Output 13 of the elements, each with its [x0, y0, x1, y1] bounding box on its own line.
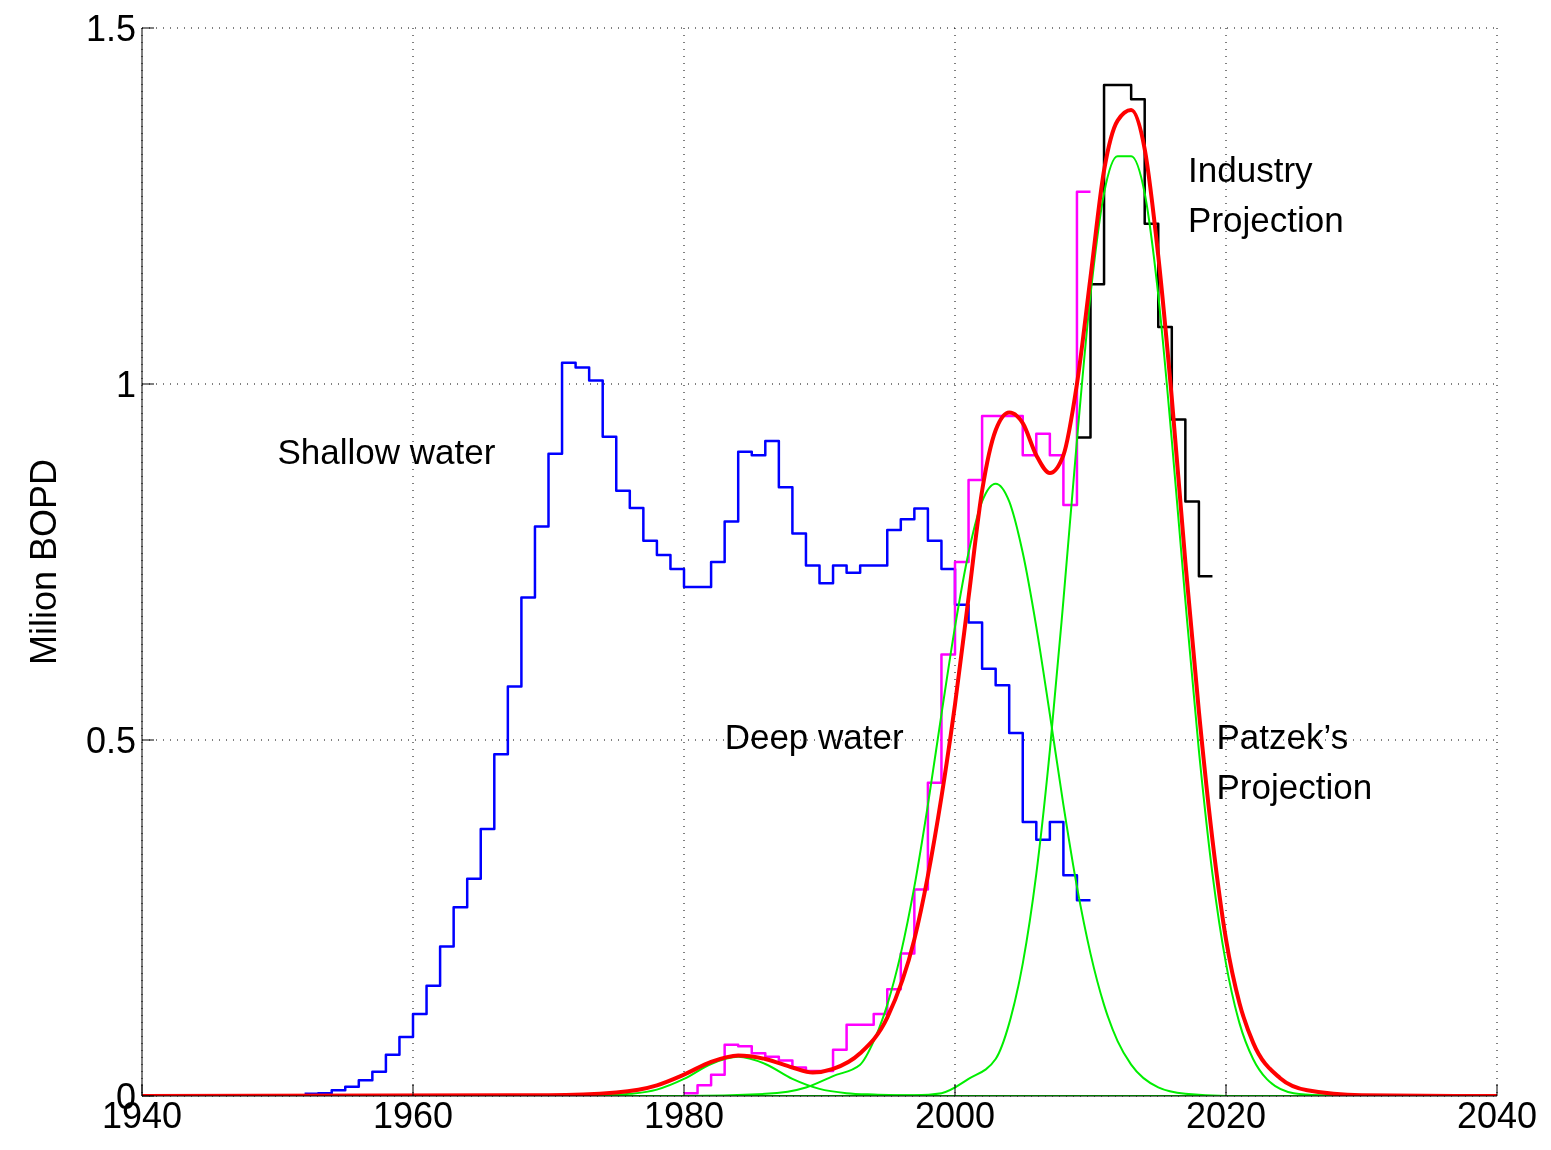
x-tick-label: 2020 — [1185, 1094, 1267, 1136]
annotation: Patzek’s Projection — [1216, 715, 1373, 808]
annotation: Deep water — [724, 715, 904, 758]
x-tick-label: 2040 — [1456, 1094, 1538, 1136]
y-tick-label: 1.5 — [85, 7, 136, 49]
x-tick-label: 1980 — [643, 1094, 725, 1136]
annotation: Shallow water — [277, 431, 496, 474]
y-tick-label: 1 — [115, 363, 136, 405]
x-tick-label: 1960 — [372, 1094, 454, 1136]
x-tick-label: 2000 — [914, 1094, 996, 1136]
y-tick-label: 0.5 — [85, 719, 136, 761]
y-axis-title: Milion BOPD — [23, 458, 65, 666]
annotation: Industry Projection — [1188, 149, 1344, 242]
